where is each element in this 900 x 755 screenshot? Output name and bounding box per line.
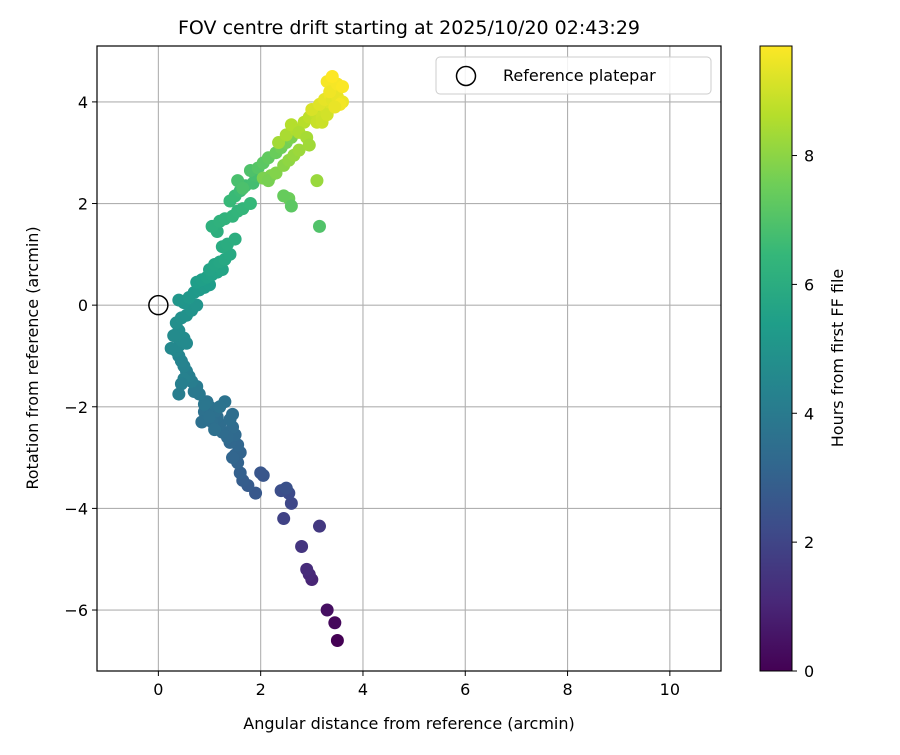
scatter-point (213, 400, 227, 414)
scatter-point (284, 199, 298, 213)
scatter-point (223, 412, 237, 426)
scatter-point (295, 540, 309, 554)
y-axis-label: Rotation from reference (arcmin) (23, 226, 42, 489)
scatter-point (300, 562, 314, 576)
scatter-point (310, 174, 324, 188)
scatter-point (197, 397, 211, 411)
scatter-point (277, 189, 291, 203)
x-tick-label: 0 (153, 680, 163, 699)
scatter-point (336, 80, 350, 94)
scatter-point (328, 100, 342, 114)
scatter-points (164, 69, 350, 648)
scatter-point (203, 410, 217, 424)
scatter-point (233, 466, 247, 480)
reference-marker-layer (148, 294, 169, 316)
chart-title: FOV centre drift starting at 2025/10/20 … (178, 17, 640, 39)
x-tick-label: 8 (562, 680, 572, 699)
x-tick-label: 4 (358, 680, 368, 699)
x-tick-label: 6 (460, 680, 470, 699)
scatter-point (277, 512, 291, 526)
scatter-point (228, 232, 242, 246)
y-tick-label: −4 (64, 499, 88, 518)
scatter-point (187, 385, 201, 399)
y-tick-label: −6 (64, 601, 88, 620)
scatter-point (208, 423, 222, 437)
scatter-point (172, 293, 186, 307)
reference-platepar-marker (148, 294, 169, 316)
y-tick-label: 2 (78, 195, 88, 214)
colorbar-label: Hours from first FF file (828, 269, 847, 448)
scatter-point (302, 138, 316, 152)
colorbar-gradient (759, 45, 793, 672)
y-tick-label: −2 (64, 398, 88, 417)
scatter-point (279, 481, 293, 495)
scatter-point (328, 616, 342, 630)
scatter-point (243, 197, 257, 211)
colorbar-tick-label: 6 (804, 275, 814, 294)
colorbar-tick-label: 2 (804, 533, 814, 552)
scatter-point (325, 69, 339, 83)
scatter-point (292, 143, 306, 157)
y-tick-label: 4 (78, 93, 88, 112)
scatter-point (174, 377, 188, 391)
colorbar-tick-label: 8 (804, 147, 814, 166)
scatter-point (254, 466, 268, 480)
legend: Reference platepar (435, 56, 712, 95)
x-tick-label: 2 (256, 680, 266, 699)
colorbar-tick-label: 4 (804, 404, 814, 423)
scatter-point (330, 634, 344, 648)
scatter-point (180, 336, 194, 350)
legend-entry-label: Reference platepar (503, 66, 656, 85)
axis-ticks: 0 2 4 6 8 10 −6 −4 −2 0 2 4 (64, 93, 680, 699)
scatter-point (320, 603, 334, 617)
x-tick-label: 10 (660, 680, 680, 699)
scatter-point (312, 519, 326, 533)
scatter-point (226, 451, 240, 465)
colorbar-ticks: 0 2 4 6 8 (792, 147, 814, 681)
legend-box (435, 56, 712, 95)
scatter-point (164, 341, 178, 355)
grid-lines (97, 46, 721, 671)
y-tick-label: 0 (78, 296, 88, 315)
scatter-point (284, 496, 298, 510)
scatter-point (312, 219, 326, 233)
x-axis-label: Angular distance from reference (arcmin) (243, 714, 574, 733)
scatter-point (172, 387, 186, 401)
legend-marker (455, 65, 477, 87)
colorbar-tick-label: 0 (804, 662, 814, 681)
plot-frame (96, 45, 722, 672)
scatter-point (167, 329, 181, 343)
colorbar: 0 2 4 6 8 Hours from first FF file (759, 45, 847, 681)
scatter-point (236, 181, 250, 195)
scatter-point (279, 128, 293, 142)
